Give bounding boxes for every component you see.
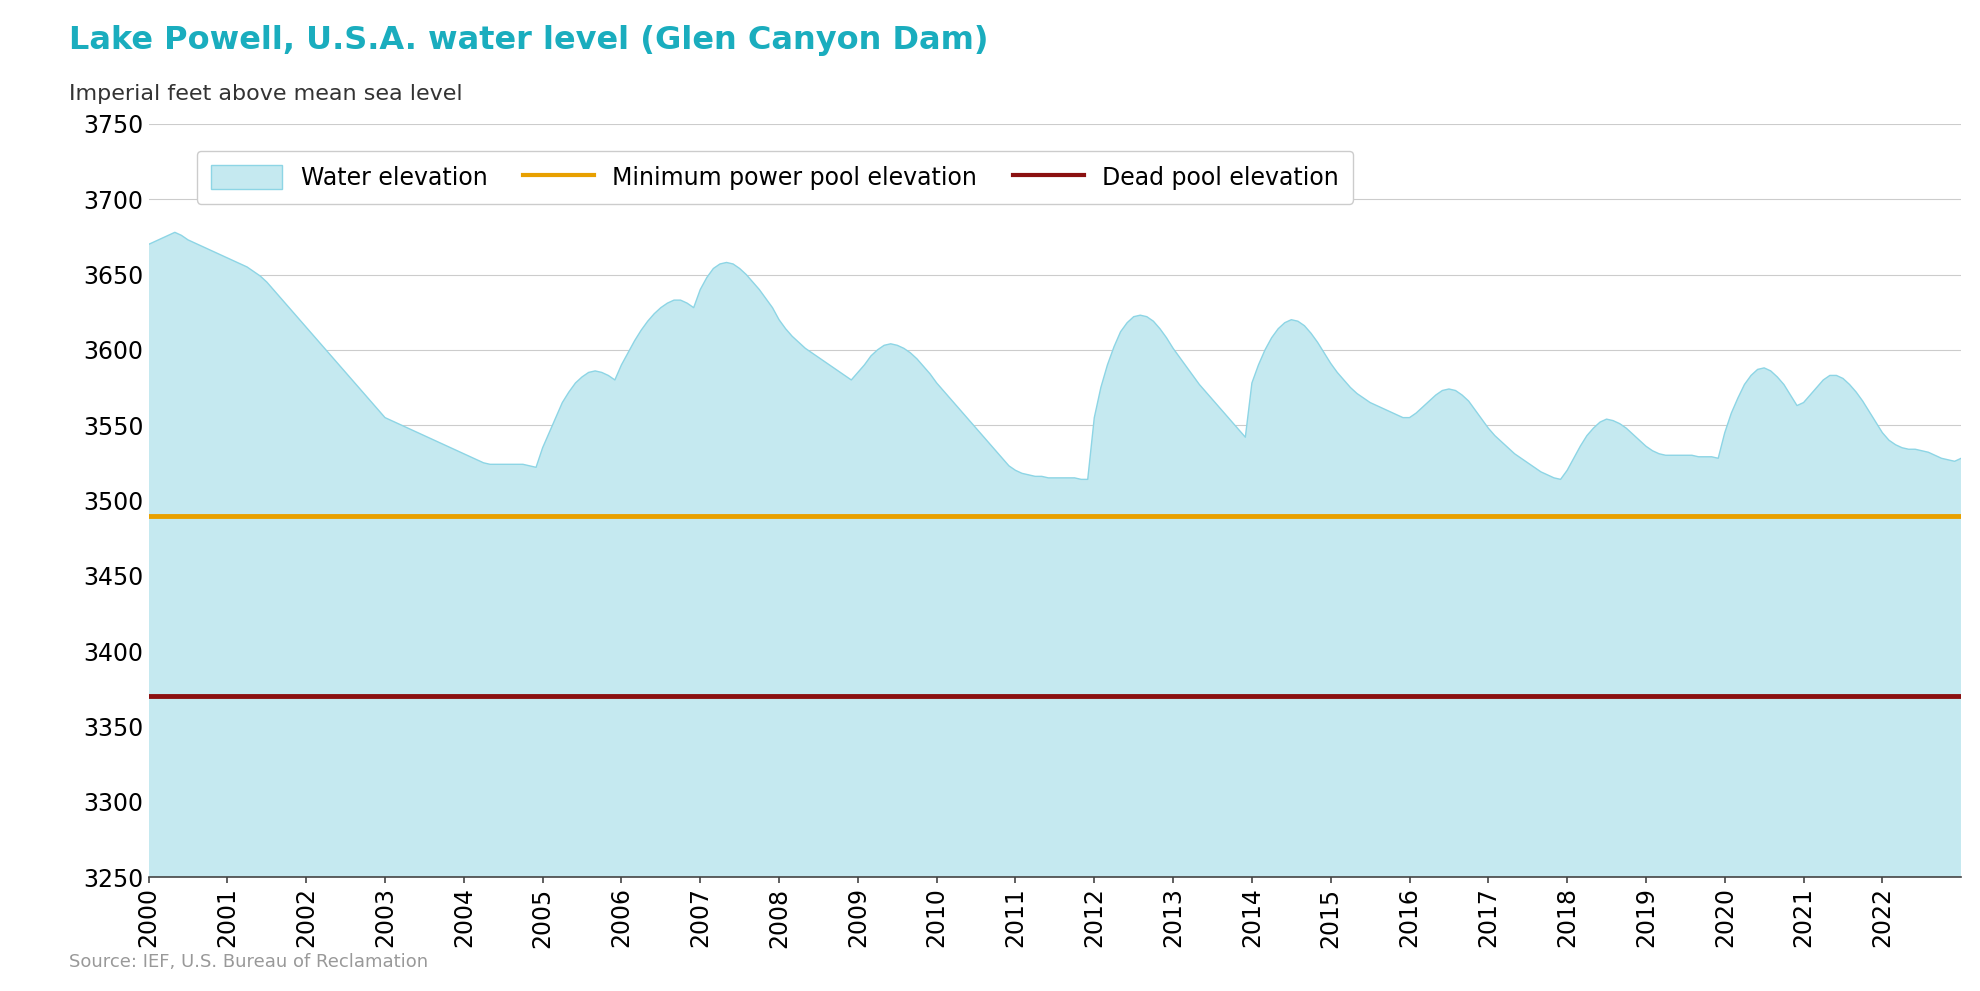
Text: Imperial feet above mean sea level: Imperial feet above mean sea level <box>69 84 463 104</box>
Text: Source: IEF, U.S. Bureau of Reclamation: Source: IEF, U.S. Bureau of Reclamation <box>69 953 428 971</box>
Text: Lake Powell, U.S.A. water level (Glen Canyon Dam): Lake Powell, U.S.A. water level (Glen Ca… <box>69 25 988 55</box>
Legend: Water elevation, Minimum power pool elevation, Dead pool elevation: Water elevation, Minimum power pool elev… <box>196 151 1352 204</box>
